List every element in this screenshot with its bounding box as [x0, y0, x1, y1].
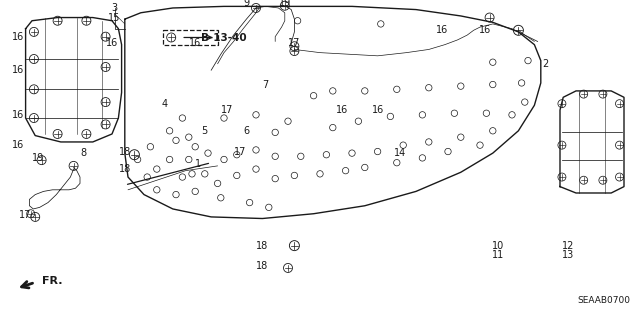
Text: B-13-40: B-13-40: [201, 33, 247, 43]
Text: 17: 17: [221, 105, 234, 115]
Text: 16: 16: [12, 110, 24, 120]
Text: 16: 16: [336, 105, 349, 115]
Text: 16: 16: [189, 38, 202, 48]
Text: 17: 17: [288, 38, 301, 48]
Text: 16: 16: [12, 32, 24, 42]
Text: 17: 17: [19, 210, 32, 220]
Text: 16: 16: [106, 38, 118, 48]
Text: 17: 17: [234, 146, 246, 157]
Text: 15: 15: [108, 12, 120, 23]
Text: 16: 16: [12, 65, 24, 75]
Text: 19: 19: [32, 153, 45, 163]
Text: 5: 5: [202, 126, 208, 136]
Text: 11: 11: [492, 250, 504, 260]
Text: 13: 13: [562, 250, 575, 260]
Text: SEAAB0700: SEAAB0700: [577, 296, 630, 305]
Text: 16: 16: [371, 105, 384, 115]
Text: 2: 2: [542, 59, 548, 69]
Text: 12: 12: [562, 241, 575, 251]
Text: FR.: FR.: [42, 276, 62, 286]
Text: 18: 18: [118, 146, 131, 157]
Text: 19: 19: [278, 0, 291, 8]
Text: 3: 3: [111, 3, 117, 13]
Text: 9: 9: [243, 0, 250, 8]
Text: 18: 18: [256, 241, 269, 251]
Text: 7: 7: [262, 79, 269, 90]
Text: 10: 10: [492, 241, 504, 251]
Text: 1: 1: [195, 159, 202, 169]
Text: 16: 16: [479, 25, 492, 35]
Text: 14: 14: [394, 148, 406, 158]
Text: 4: 4: [162, 99, 168, 109]
Text: 16: 16: [12, 140, 24, 150]
Text: 8: 8: [80, 148, 86, 158]
Text: 6: 6: [243, 126, 250, 136]
Text: 18: 18: [118, 164, 131, 174]
Text: 18: 18: [256, 261, 269, 271]
Text: 16: 16: [435, 25, 448, 35]
